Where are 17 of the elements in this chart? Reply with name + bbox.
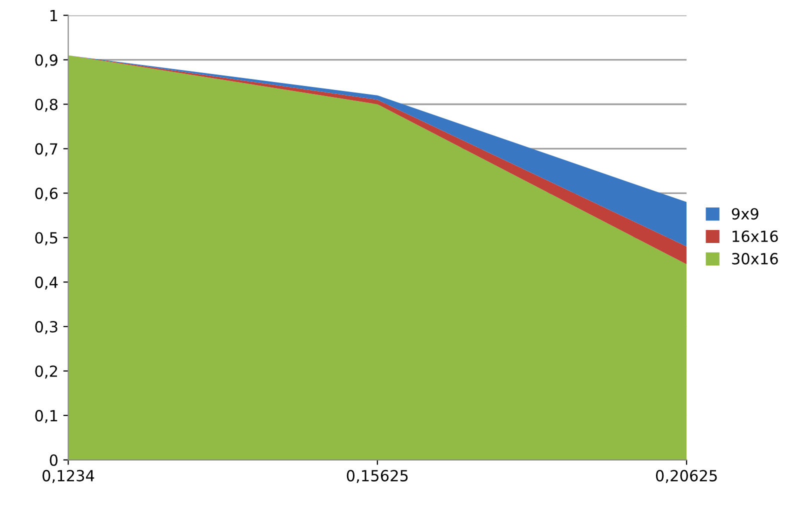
y-tick-label: 0: [50, 454, 58, 466]
y-tick-label: 0,3: [35, 320, 58, 334]
y-tick-label: 0,6: [35, 188, 58, 201]
legend-label: 30x16: [732, 252, 778, 264]
y-tick-label: 0,9: [35, 54, 58, 68]
y-tick-label: 0,5: [35, 232, 58, 246]
y-tick-label: 0,7: [35, 143, 58, 156]
y-tick-label: 1: [50, 10, 58, 22]
y-tick-label: 0,2: [35, 365, 58, 379]
y-tick-label: 0,1: [35, 410, 58, 424]
x-tick-label: 0,20625: [656, 470, 717, 484]
x-tick-label: 0,15625: [346, 470, 408, 484]
x-tick-label: 0,1234: [42, 470, 94, 484]
y-tick-label: 0,4: [35, 276, 58, 290]
legend-label: 9x9: [732, 208, 758, 220]
legend-label: 16x16: [732, 230, 778, 242]
y-tick-label: 0,8: [35, 98, 58, 112]
